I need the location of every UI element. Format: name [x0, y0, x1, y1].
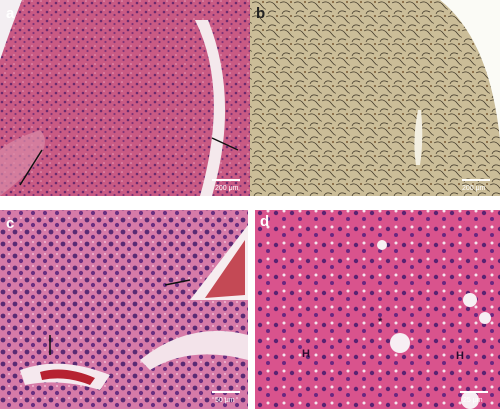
panel-label: d [260, 213, 269, 230]
panel-b: b 200 μm [250, 0, 500, 196]
vacuole [377, 240, 387, 250]
arrow [164, 279, 191, 286]
stroma [0, 130, 45, 196]
vessel [414, 110, 423, 165]
vacuole [479, 312, 491, 324]
panel-a: a 200 μm [0, 0, 250, 196]
panel-c: c 50 μm [0, 210, 248, 409]
panel-label: c [6, 215, 14, 232]
blood [205, 240, 245, 298]
lumen [0, 0, 22, 60]
vacuole [461, 391, 479, 409]
blood [40, 369, 95, 385]
panel-label: a [6, 5, 15, 22]
vacuole [463, 293, 477, 307]
panel-d: d H H * 25 μm [255, 210, 500, 409]
panel-label: b [256, 5, 265, 22]
annotation: H [302, 348, 310, 360]
micrograph [255, 210, 500, 409]
scale-label: 25 μm [463, 397, 483, 404]
micrograph [250, 0, 500, 196]
arrow [19, 149, 43, 186]
arrow [211, 137, 239, 151]
annotation: * [378, 316, 383, 328]
scale-label: 200 μm [215, 185, 239, 192]
background [440, 0, 500, 140]
scale-label: 50 μm [215, 397, 235, 404]
annotation: H [456, 350, 464, 362]
vacuole [390, 333, 410, 353]
vessel [195, 20, 226, 196]
scale-label: 200 μm [462, 185, 486, 192]
vessel [140, 330, 248, 370]
